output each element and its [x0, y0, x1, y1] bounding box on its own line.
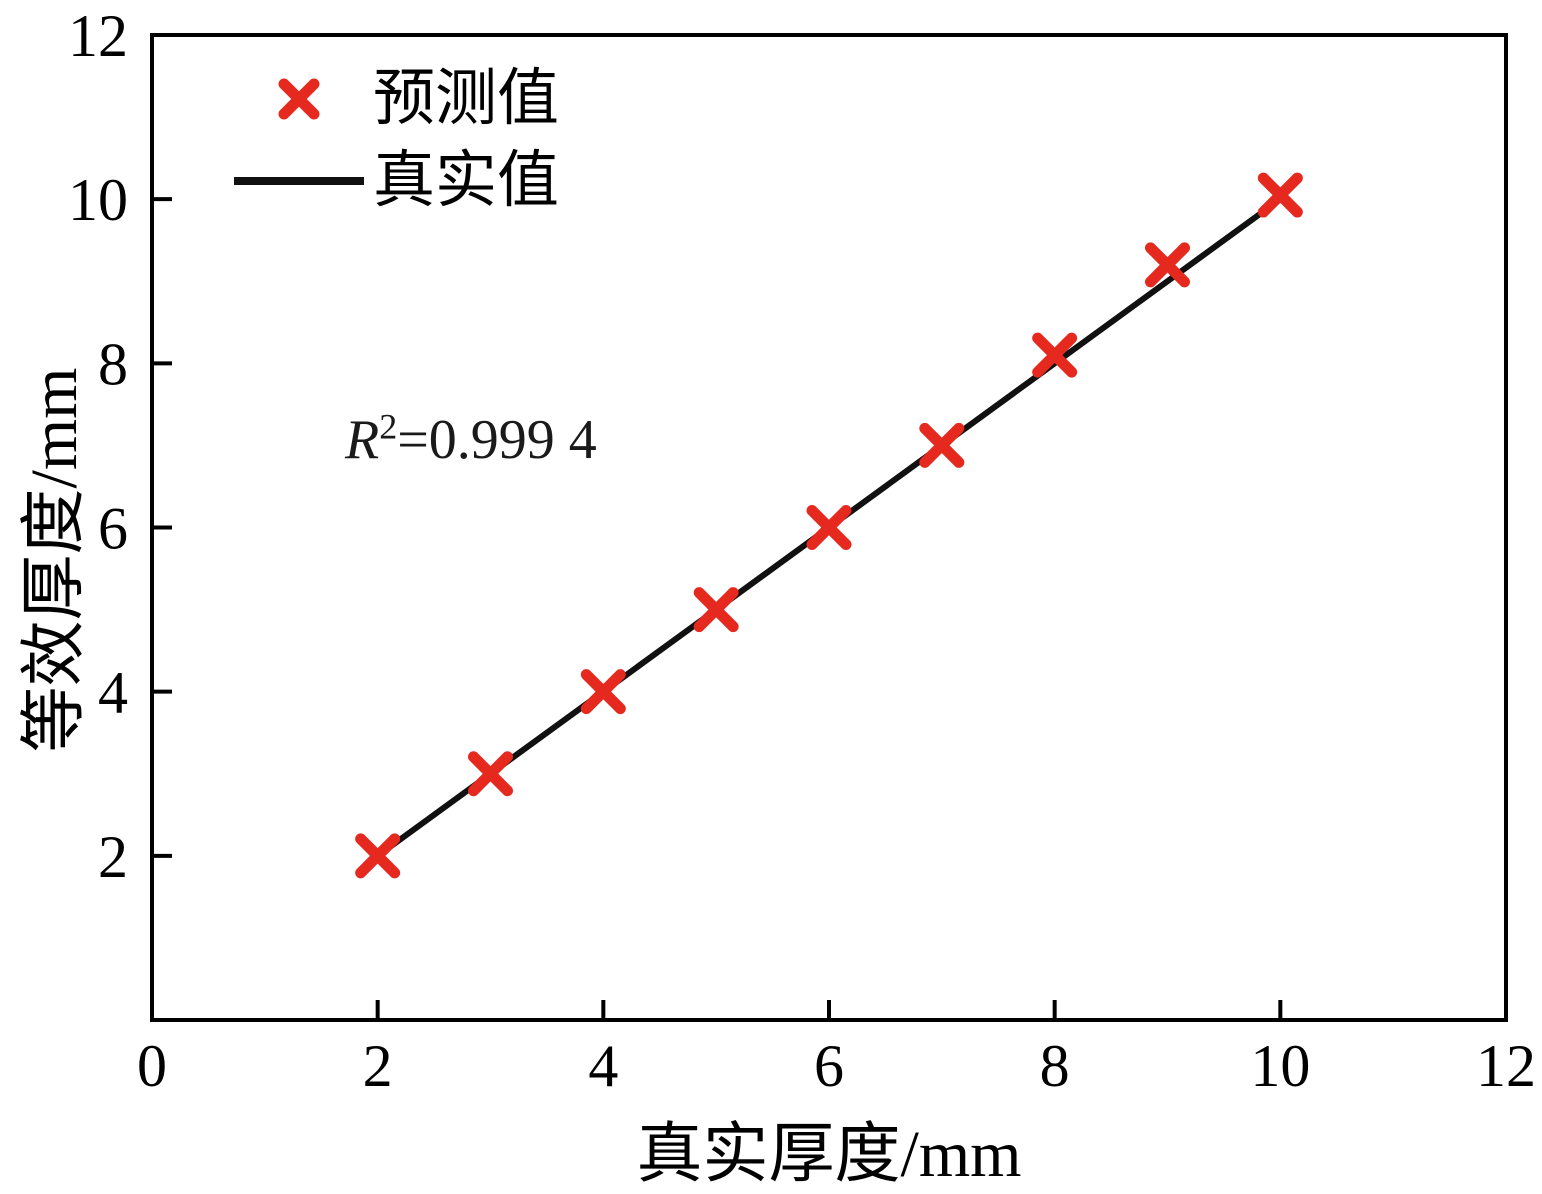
y-tick-label: 2	[98, 824, 128, 890]
y-tick-label: 12	[68, 3, 128, 69]
legend: 预测值 真实值	[225, 58, 559, 222]
legend-item-true: 真实值	[225, 140, 559, 222]
y-tick-label: 8	[98, 331, 128, 397]
x-marker-icon	[225, 76, 373, 122]
predicted-point-marker	[1032, 332, 1078, 378]
predicted-point-marker	[355, 833, 401, 879]
predicted-point-marker	[806, 505, 852, 550]
predicted-point-marker	[693, 587, 739, 633]
x-tick-label: 6	[814, 1033, 844, 1099]
predicted-point-marker	[919, 422, 965, 468]
predicted-point-marker	[1145, 242, 1190, 288]
x-tick-label: 10	[1250, 1033, 1310, 1099]
x-axis-title: 真实厚度/mm	[636, 1118, 1022, 1191]
x-tick-label: 2	[363, 1033, 393, 1099]
r-squared-value: =0.999 4	[397, 409, 597, 471]
x-tick-label: 0	[137, 1033, 167, 1099]
y-tick-label: 6	[98, 496, 128, 562]
legend-item-predicted: 预测值	[225, 58, 559, 140]
legend-label-true: 真实值	[373, 147, 560, 215]
legend-label-predicted: 预测值	[373, 65, 560, 133]
predicted-point-marker	[468, 751, 513, 797]
x-tick-label: 4	[588, 1033, 618, 1099]
x-tick-label: 8	[1040, 1033, 1070, 1099]
r-squared-exp: 2	[379, 406, 398, 447]
r-squared-var: R	[345, 409, 380, 471]
r-squared-annotation: R2=0.999 4	[345, 408, 597, 472]
line-marker-icon	[225, 175, 373, 187]
y-tick-label: 4	[98, 660, 128, 726]
x-tick-label: 12	[1476, 1033, 1536, 1099]
predicted-point-marker	[580, 669, 626, 715]
y-tick-label: 10	[68, 167, 128, 233]
y-axis-title: 等效厚度/mm	[18, 367, 91, 753]
predicted-point-marker	[1257, 172, 1303, 218]
